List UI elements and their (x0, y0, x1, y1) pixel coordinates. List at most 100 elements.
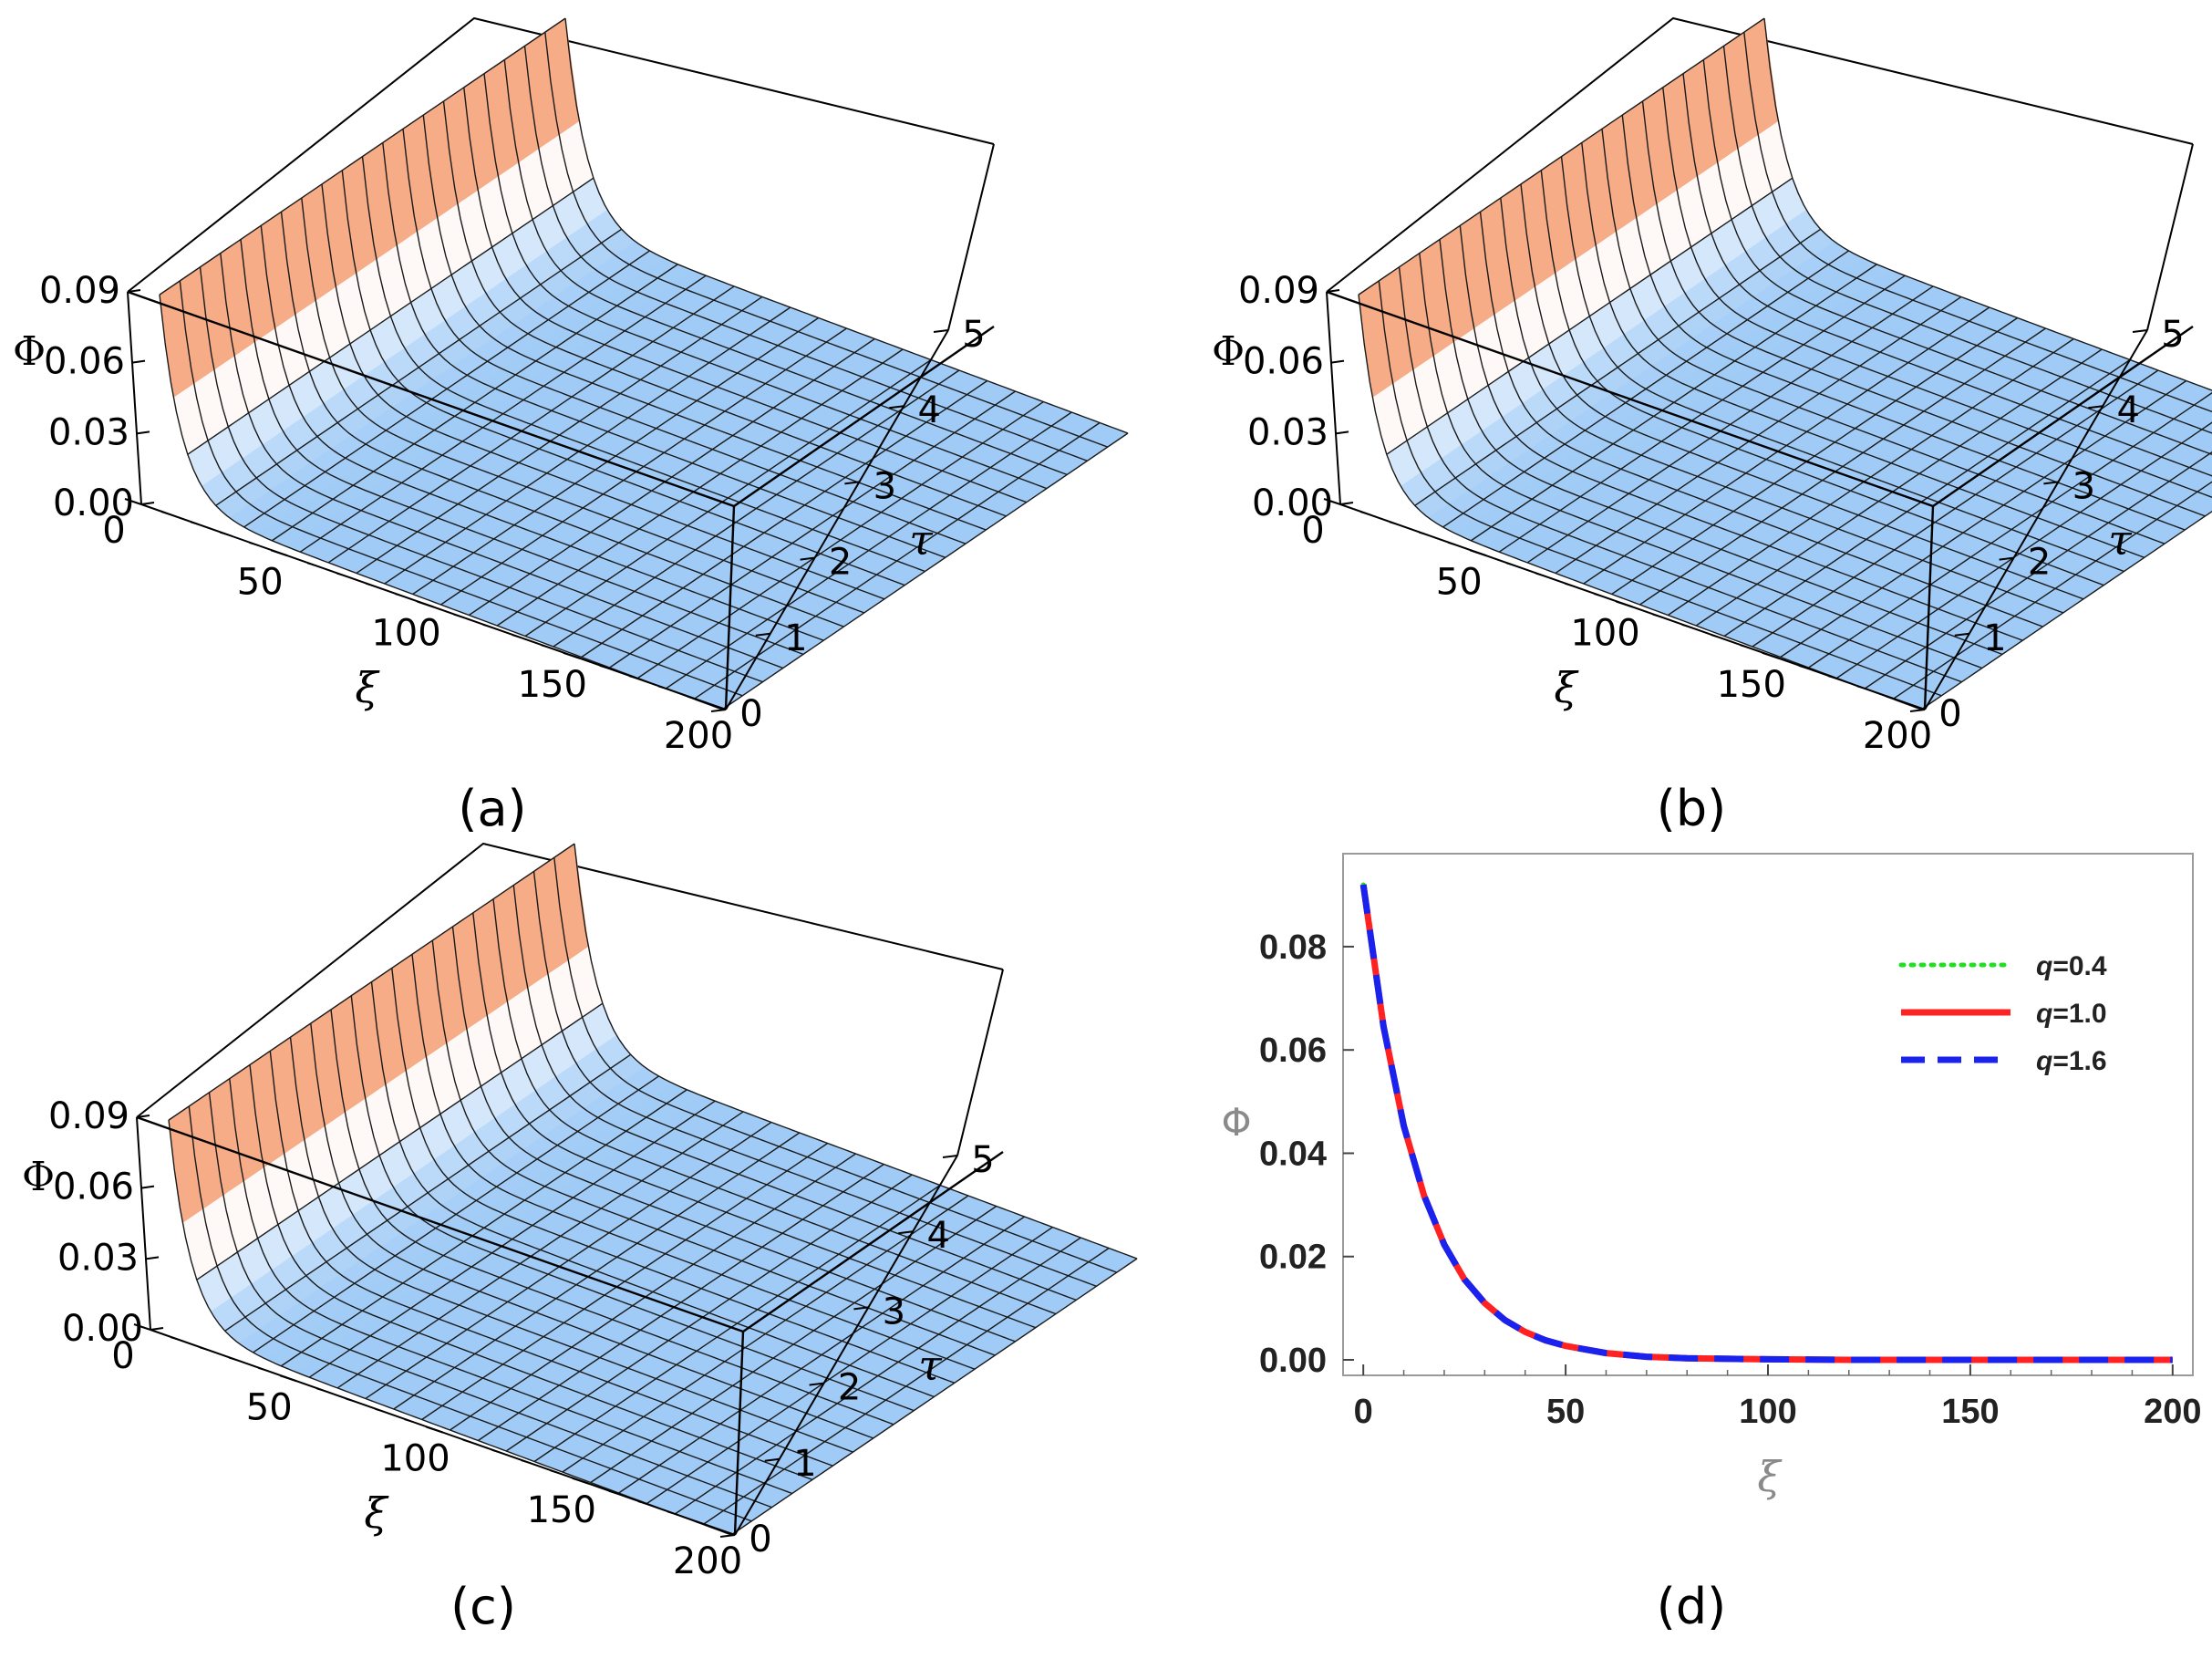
tau-tick (889, 405, 904, 410)
xi-minor-tick (482, 624, 492, 628)
box-bottom-right (725, 329, 949, 710)
xi-tick-label: 50 (237, 561, 284, 603)
phi-tick-label: 0.09 (1238, 270, 1319, 312)
legend-value: =1.0 (2052, 999, 2106, 1029)
phi-tick-label: 0.00 (62, 1308, 143, 1350)
box-left-edge (136, 1116, 151, 1331)
xi-minor-tick (1827, 675, 1838, 680)
mesh-line-xi (215, 228, 623, 506)
tau-tick-label: 3 (883, 1291, 905, 1332)
tau-tick-label: 0 (1938, 693, 1961, 735)
xi-tick (1323, 498, 1341, 505)
x-tick-label: 200 (2144, 1393, 2201, 1431)
xi-minor-tick (248, 542, 259, 546)
xi-minor-tick (160, 511, 171, 516)
y-tick-label: 0.08 (1259, 928, 1327, 967)
y-axis-label: Φ (1221, 1100, 1251, 1145)
tau-tick (719, 1534, 736, 1538)
xi-tick (1907, 703, 1926, 710)
phi-tick-label: 0.06 (44, 341, 125, 383)
box-back-right-edge (947, 143, 995, 331)
tau-tick (2043, 481, 2059, 485)
mesh-line-xi (477, 1163, 884, 1442)
xi-tick-label: 200 (673, 1540, 742, 1582)
xi-minor-tick (1740, 644, 1750, 649)
tau-tick-label: 2 (838, 1367, 861, 1409)
phi-tick (1326, 289, 1340, 293)
mesh-line-xi (1920, 510, 2212, 710)
panel-caption: (a) (458, 780, 526, 837)
mesh-line-xi (336, 1111, 744, 1389)
mesh-line-xi (159, 17, 566, 296)
panel-caption-d: (d) (1657, 1578, 1726, 1635)
legend-label: q=1.6 (2036, 1046, 2107, 1076)
tau-tick (800, 556, 815, 561)
tau-tick-label: 2 (829, 542, 852, 584)
xi-tick (572, 1477, 590, 1485)
xi-minor-tick (366, 583, 376, 587)
mesh-line-xi (524, 358, 932, 638)
tau-axis-label: τ (918, 1341, 943, 1390)
phi-tick (1339, 502, 1354, 505)
mesh-line-xi (702, 1247, 1110, 1526)
mesh-line-xi (468, 337, 875, 617)
panel-caption: (b) (1657, 780, 1726, 837)
legend-q: q (2036, 1046, 2052, 1076)
mesh-line-xi (562, 1195, 969, 1473)
xi-tick-label: 0 (111, 1335, 134, 1377)
xi-minor-tick (667, 1510, 677, 1516)
phi-tick (150, 1327, 164, 1331)
surface-cell (2202, 466, 2212, 477)
box-back-right-edge (956, 969, 1004, 1156)
phi-tick-label: 0.03 (48, 411, 129, 453)
xi-minor-tick (1798, 665, 1809, 669)
xi-minor-tick (1856, 685, 1867, 690)
box-back-top (1326, 16, 2194, 293)
xi-minor-tick (599, 665, 610, 669)
mesh-line-xi (393, 1132, 801, 1410)
xi-minor-tick (1389, 521, 1400, 526)
mesh-line-xi (1892, 481, 2212, 700)
mesh-line-xi (609, 390, 1016, 669)
box-left-edge (1326, 291, 1341, 505)
xi-minor-tick (657, 685, 668, 690)
box-back-top (127, 16, 995, 293)
phi-axis-label: Φ (1212, 328, 1245, 375)
xi-minor-tick (1652, 613, 1662, 618)
xi-minor-tick (375, 1408, 385, 1413)
phi-tick-label: 0.06 (1243, 341, 1324, 383)
xi-minor-tick (696, 1520, 707, 1526)
box-bottom-right (734, 1155, 958, 1536)
xi-minor-tick (453, 613, 463, 618)
mesh-line-xi (440, 327, 847, 606)
xi-minor-tick (257, 1367, 268, 1372)
mesh-line-xi (1555, 296, 1962, 575)
legend-q: q (2036, 951, 2052, 981)
mesh-line-xi (1752, 369, 2159, 648)
tau-axis-label: τ (909, 515, 934, 565)
mesh-line-xi (168, 843, 575, 1121)
phi-tick-label: 0.03 (57, 1237, 139, 1279)
tau-tick-label: 4 (926, 1215, 949, 1257)
tau-tick-label: 0 (739, 693, 762, 735)
phi-axis-label: Φ (22, 1154, 55, 1200)
mesh-line-xi (1695, 348, 2103, 627)
mesh-line-xi (665, 411, 1072, 690)
tau-tick-label: 5 (971, 1139, 994, 1181)
mesh-line-xi (281, 1089, 687, 1367)
tau-tick (764, 1457, 780, 1462)
phi-tick (140, 1185, 155, 1189)
tau-tick (1954, 632, 1969, 637)
mesh-line-xi (421, 1142, 829, 1421)
tau-tick (710, 709, 727, 712)
y-tick-label: 0.00 (1259, 1342, 1327, 1380)
xi-minor-tick (316, 1387, 326, 1393)
xi-tick-label: 150 (518, 664, 587, 706)
xi-minor-tick (346, 1397, 356, 1403)
xi-tick (417, 600, 434, 608)
xi-minor-tick (1565, 583, 1575, 587)
xi-tick-label: 150 (1717, 664, 1786, 706)
xi-minor-tick (1594, 593, 1604, 598)
xi-tick-label: 0 (1301, 510, 1324, 552)
